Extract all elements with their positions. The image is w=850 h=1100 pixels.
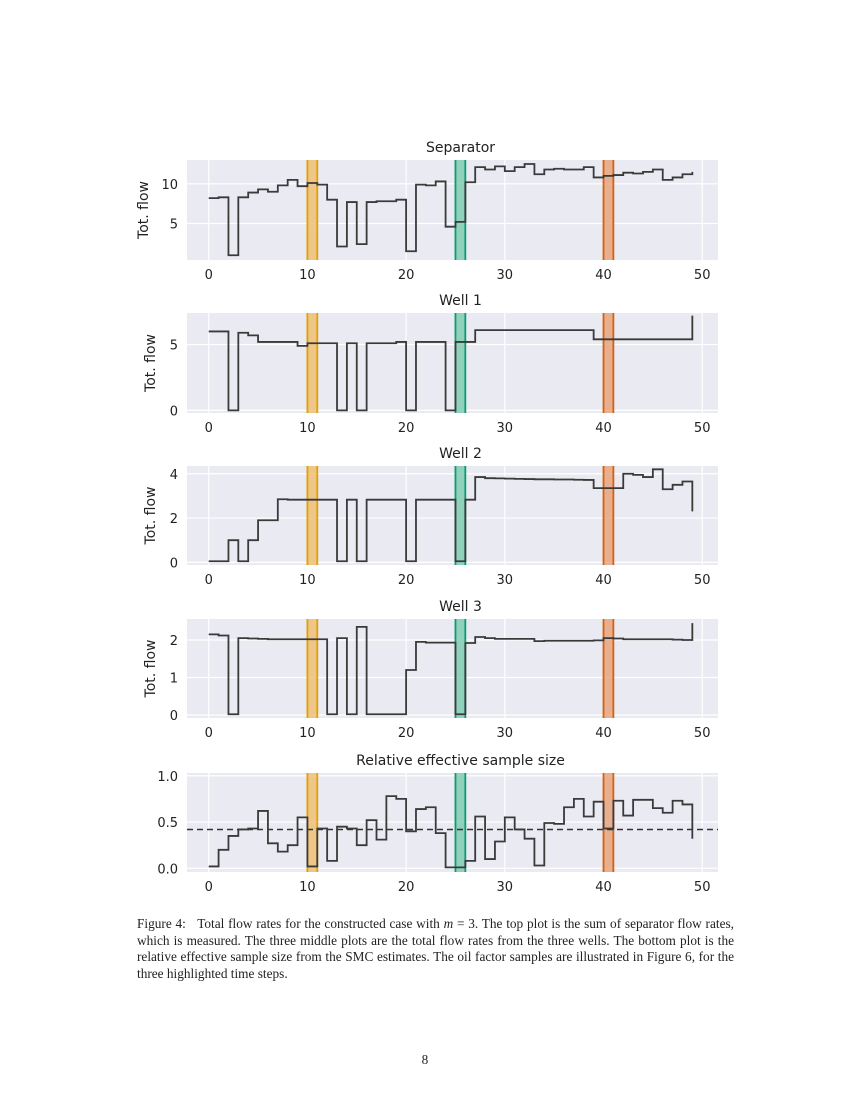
y-tick-label: 0.0 xyxy=(157,862,178,877)
y-tick-label: 2 xyxy=(170,512,178,527)
highlight-band xyxy=(307,160,318,260)
y-tick-label: 0 xyxy=(170,404,178,419)
x-tick-label: 40 xyxy=(595,726,612,741)
caption-text-1: Total flow rates for the constructed cas… xyxy=(197,916,444,931)
page-number: 8 xyxy=(421,1052,429,1067)
y-tick-label: 4 xyxy=(170,468,178,483)
highlight-band xyxy=(603,466,614,565)
panel-well-3: 0 10 20 30 40 50 0 1 2 Well 3 Tot. flow xyxy=(143,599,718,741)
panel-title: Separator xyxy=(426,140,495,156)
x-tick-label: 30 xyxy=(497,268,514,283)
step-line xyxy=(208,795,694,869)
panel-well-2: 0 10 20 30 40 50 0 2 4 Well 2 Tot. flow xyxy=(143,446,718,588)
x-tick-label: 30 xyxy=(497,573,514,588)
plot-background xyxy=(187,160,718,260)
step-line xyxy=(208,623,694,716)
x-tick-label: 30 xyxy=(497,421,514,436)
x-tick-label: 10 xyxy=(299,726,316,741)
x-tick-label: 40 xyxy=(595,880,612,895)
highlight-band xyxy=(307,313,318,413)
step-line xyxy=(208,163,694,257)
x-tick-label: 10 xyxy=(299,880,316,895)
panel-title: Well 3 xyxy=(439,599,482,615)
highlight-band xyxy=(307,466,318,565)
x-tick-label: 50 xyxy=(694,726,711,741)
y-tick-label: 1.0 xyxy=(157,770,178,785)
highlight-band xyxy=(455,466,466,565)
y-tick-label: 5 xyxy=(170,217,178,232)
plot-background xyxy=(187,313,718,413)
plot-background xyxy=(187,466,718,565)
highlight-band xyxy=(307,619,318,718)
y-tick-label: 2 xyxy=(170,634,178,649)
x-tick-label: 20 xyxy=(398,268,415,283)
x-tick-label: 20 xyxy=(398,421,415,436)
caption-text-2: = 3. The top plot is the sum of separato… xyxy=(137,916,734,981)
y-axis-label: Tot. flow xyxy=(143,487,159,546)
y-tick-label: 10 xyxy=(161,178,178,193)
panel-title: Well 2 xyxy=(439,446,482,462)
caption-math-var: m xyxy=(443,916,454,931)
x-tick-label: 10 xyxy=(299,421,316,436)
x-tick-label: 40 xyxy=(595,268,612,283)
y-tick-label: 0 xyxy=(170,709,178,724)
highlight-band xyxy=(455,313,466,413)
panel-title: Relative effective sample size xyxy=(356,753,565,769)
x-tick-label: 20 xyxy=(398,573,415,588)
highlight-band xyxy=(455,160,466,260)
x-tick-label: 0 xyxy=(205,421,213,436)
x-tick-label: 30 xyxy=(497,726,514,741)
x-tick-label: 0 xyxy=(205,268,213,283)
y-axis-label: Tot. flow xyxy=(143,640,159,699)
highlight-band xyxy=(455,773,466,872)
panel-ess: 0 10 20 30 40 50 0.0 0.5 1.0 Relative effective s… xyxy=(157,753,718,895)
plot-background xyxy=(187,619,718,718)
y-tick-label: 0 xyxy=(170,556,178,571)
panel-well-1: 0 10 20 30 40 50 0 5 Well 1 Tot. flow xyxy=(143,293,718,436)
highlight-band xyxy=(307,773,318,872)
x-tick-label: 20 xyxy=(398,726,415,741)
x-tick-label: 0 xyxy=(205,573,213,588)
x-tick-label: 40 xyxy=(595,421,612,436)
x-tick-label: 50 xyxy=(694,573,711,588)
x-tick-label: 20 xyxy=(398,880,415,895)
x-tick-label: 50 xyxy=(694,421,711,436)
figure-caption: Figure 4: Total flow rates for the const… xyxy=(137,916,734,982)
y-axis-label: Tot. flow xyxy=(136,181,152,240)
panel-title: Well 1 xyxy=(439,293,482,309)
x-tick-label: 0 xyxy=(205,880,213,895)
x-tick-label: 30 xyxy=(497,880,514,895)
x-tick-label: 40 xyxy=(595,573,612,588)
step-line xyxy=(208,468,694,563)
x-tick-label: 0 xyxy=(205,726,213,741)
highlight-band xyxy=(455,619,466,718)
x-tick-label: 10 xyxy=(299,573,316,588)
highlight-band xyxy=(603,313,614,413)
y-axis-label: Tot. flow xyxy=(143,334,159,393)
y-tick-label: 5 xyxy=(170,339,178,354)
x-tick-label: 10 xyxy=(299,268,316,283)
highlight-band xyxy=(603,773,614,872)
y-tick-label: 0.5 xyxy=(157,816,178,831)
y-tick-label: 1 xyxy=(170,672,178,687)
caption-label: Figure 4: xyxy=(137,916,186,931)
step-line xyxy=(208,315,694,412)
panel-separator: 0 10 20 30 40 50 5 10 Separator Tot. flow xyxy=(136,140,718,283)
highlight-band xyxy=(603,619,614,718)
highlight-band xyxy=(603,160,614,260)
x-tick-label: 50 xyxy=(694,268,711,283)
x-tick-label: 50 xyxy=(694,880,711,895)
